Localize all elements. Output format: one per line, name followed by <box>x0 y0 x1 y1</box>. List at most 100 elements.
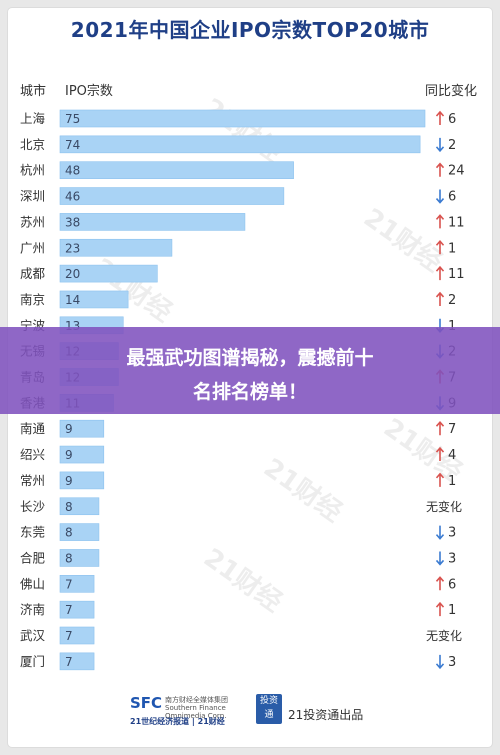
change-label: 4 <box>448 448 456 463</box>
bar <box>59 549 100 567</box>
city-label: 武汉 <box>20 628 46 643</box>
bar <box>59 264 158 283</box>
arrow-down-icon <box>435 525 445 540</box>
change-label: 6 <box>448 112 456 127</box>
city-label: 长沙 <box>20 499 46 514</box>
change-label: 1 <box>448 319 456 334</box>
paper-logo: 21世纪经济报道 | 21财经 <box>130 717 225 726</box>
change-label: 6 <box>448 190 456 205</box>
arrow-up-icon <box>435 472 445 487</box>
change-label: 2 <box>448 293 456 308</box>
change-label: 无变化 <box>426 499 462 514</box>
value-label: 8 <box>65 551 73 565</box>
change-label: 无变化 <box>426 628 462 643</box>
value-label: 20 <box>65 267 80 281</box>
city-label: 合肥 <box>20 550 46 565</box>
bar <box>59 626 95 645</box>
bar <box>59 213 246 231</box>
arrow-up-icon <box>435 162 445 177</box>
bar <box>59 419 105 438</box>
arrow-up-icon <box>435 601 445 617</box>
value-label: 74 <box>65 138 80 152</box>
city-label: 北京 <box>20 137 45 152</box>
bar <box>59 290 129 309</box>
value-label: 14 <box>65 293 80 307</box>
arrow-up-icon <box>435 420 445 436</box>
arrow-up-icon <box>435 576 445 591</box>
bar <box>59 600 95 619</box>
promo-banner[interactable]: 最强武功图谱揭秘，震撼前十 名排名榜单！ <box>0 327 500 414</box>
touzitong-badge: 投资通 <box>256 694 282 724</box>
bar <box>59 445 105 464</box>
change-label: 2 <box>448 138 456 153</box>
banner-line-2: 名排名榜单！ <box>192 381 307 403</box>
bar <box>59 574 95 593</box>
bar <box>59 109 426 128</box>
value-label: 9 <box>65 474 73 488</box>
city-label: 佛山 <box>20 576 45 591</box>
bar <box>59 187 285 205</box>
change-label: 6 <box>448 577 456 592</box>
arrow-up-icon <box>435 110 445 125</box>
city-label: 南京 <box>20 292 45 307</box>
change-label: 11 <box>448 215 465 230</box>
arrow-up-icon <box>435 291 445 306</box>
value-label: 23 <box>65 241 80 255</box>
change-label: 11 <box>448 267 465 282</box>
city-label: 成都 <box>20 266 46 281</box>
city-label: 苏州 <box>20 214 45 229</box>
city-label: 南通 <box>20 421 46 436</box>
city-label: 广州 <box>20 240 45 255</box>
value-label: 9 <box>65 422 73 436</box>
city-label: 绍兴 <box>20 447 45 462</box>
bar <box>59 523 100 541</box>
arrow-up-icon <box>435 265 445 281</box>
bar <box>59 161 294 179</box>
arrow-down-icon <box>435 654 445 670</box>
header-change: 同比变化 <box>425 84 478 99</box>
change-label: 3 <box>448 551 456 566</box>
arrow-up-icon <box>435 240 445 255</box>
change-label: 1 <box>448 241 456 256</box>
header-ipo-count: IPO宗数 <box>65 84 113 99</box>
value-label: 7 <box>65 629 73 643</box>
arrow-down-icon <box>435 551 445 566</box>
arrow-up-icon <box>435 214 445 229</box>
value-label: 7 <box>65 655 73 669</box>
value-label: 8 <box>65 500 73 514</box>
value-label: 9 <box>65 448 73 462</box>
bar <box>59 135 421 154</box>
city-label: 上海 <box>20 111 46 126</box>
change-label: 1 <box>448 474 456 489</box>
value-label: 8 <box>65 526 73 540</box>
city-label: 常州 <box>20 473 45 488</box>
change-label: 24 <box>448 164 465 179</box>
chart-title: 2021年中国企业IPO宗数TOP20城市 <box>70 18 430 42</box>
value-label: 7 <box>65 577 73 591</box>
city-label: 东莞 <box>20 525 45 540</box>
change-label: 7 <box>448 422 456 437</box>
bar <box>59 238 173 257</box>
banner-line-1: 最强武功图谱揭秘，震撼前十 <box>126 347 374 369</box>
city-label: 厦门 <box>20 654 45 669</box>
arrow-down-icon <box>435 189 445 204</box>
arrow-up-icon <box>435 446 445 462</box>
value-label: 75 <box>65 112 80 126</box>
footer-credit: 21投资通出品 <box>288 708 364 722</box>
city-label: 深圳 <box>20 189 45 204</box>
header-city: 城市 <box>20 84 47 99</box>
change-label: 3 <box>448 526 456 541</box>
value-label: 7 <box>65 603 73 617</box>
value-label: 38 <box>65 215 80 229</box>
city-label: 济南 <box>20 602 45 617</box>
bar <box>59 471 105 490</box>
bar <box>59 652 95 671</box>
change-label: 1 <box>448 603 456 618</box>
city-label: 杭州 <box>20 163 45 178</box>
bar <box>59 497 100 516</box>
value-label: 48 <box>65 164 80 178</box>
change-label: 3 <box>448 655 456 670</box>
arrow-down-icon <box>435 137 445 153</box>
value-label: 46 <box>65 190 80 204</box>
